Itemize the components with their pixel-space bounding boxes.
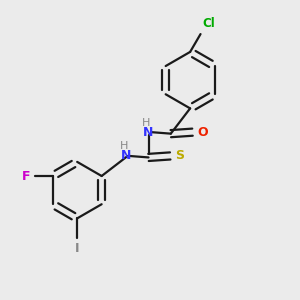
Text: H: H (142, 118, 150, 128)
Text: F: F (22, 169, 30, 182)
Text: Cl: Cl (202, 16, 215, 30)
Text: H: H (120, 142, 128, 152)
Text: I: I (75, 242, 80, 255)
Text: N: N (143, 126, 154, 139)
Text: N: N (121, 149, 131, 162)
Text: O: O (198, 126, 208, 139)
Text: S: S (175, 149, 184, 162)
